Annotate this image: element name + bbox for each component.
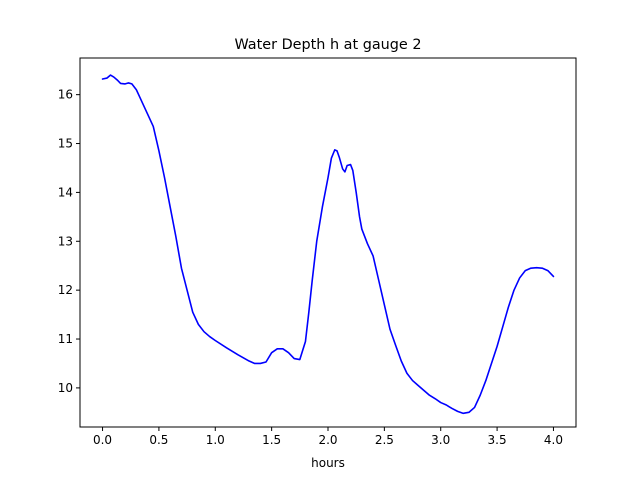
x-tick-label: 2.0 [318,433,337,447]
x-tick-label: 4.0 [544,433,563,447]
plot-area [79,57,577,428]
x-axis-label: hours [311,456,345,470]
y-axis-ticks: 10 11 12 13 14 15 16 [58,88,80,395]
x-tick-label: 1.0 [206,433,225,447]
y-tick-label: 12 [58,283,73,297]
x-axis-ticks: 0.0 0.5 1.0 1.5 2.0 2.5 3.0 3.5 4.0 [93,427,563,447]
x-tick-label: 1.5 [262,433,281,447]
y-tick-label: 14 [58,185,73,199]
y-tick-label: 16 [58,88,73,102]
y-tick-label: 13 [58,234,73,248]
x-tick-label: 0.5 [149,433,168,447]
y-tick-label: 15 [58,137,73,151]
x-tick-label: 0.0 [93,433,112,447]
axes-frame [79,57,577,428]
series-line-0 [101,74,555,415]
y-tick-label: 11 [58,332,73,346]
x-tick-label: 2.5 [375,433,394,447]
x-tick-label: 3.5 [488,433,507,447]
x-tick-label: 3.0 [431,433,450,447]
chart-title: Water Depth h at gauge 2 [234,37,421,53]
y-tick-label: 10 [58,381,73,395]
